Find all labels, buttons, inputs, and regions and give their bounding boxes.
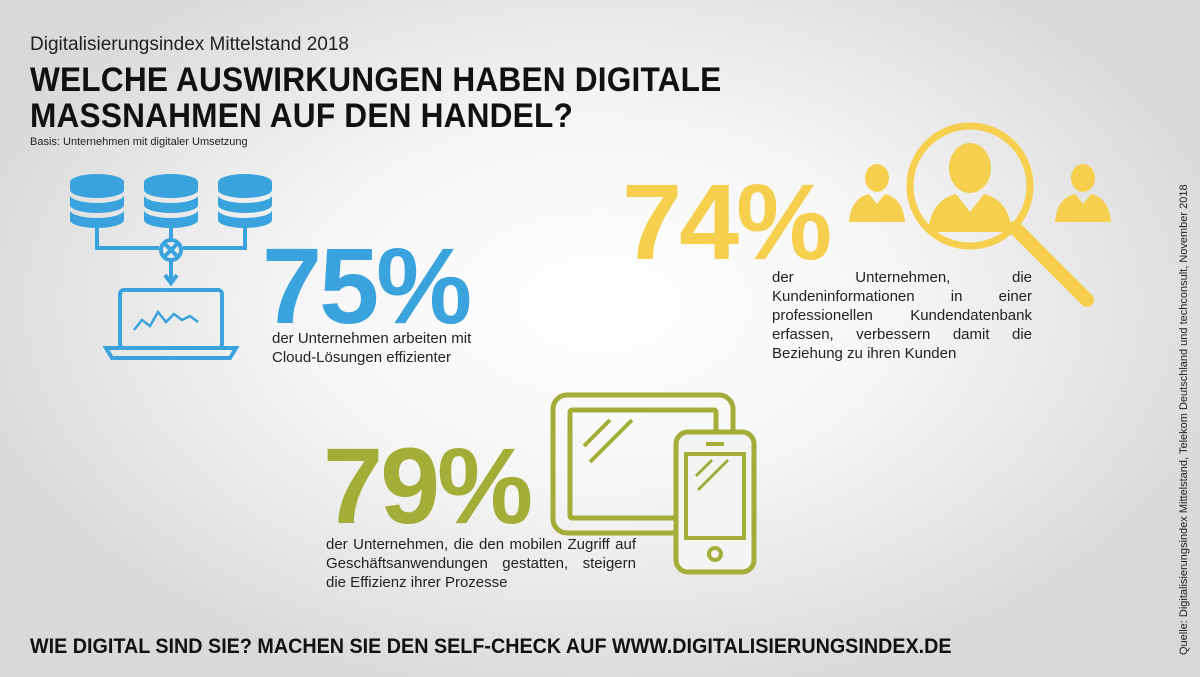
stat-value-cloud: 75% [262,225,472,346]
stat-description-cloud: der Unternehmen arbeiten mit Cloud-Lösun… [272,330,472,366]
customer-search-icon [849,122,1111,307]
tablet-smartphone-icon [550,392,757,575]
infographic-title: WELCHE AUSWIRKUNGEN HABEN DIGITALE MASSN… [30,61,722,135]
stat-value-customer-database: 74% [622,161,832,282]
source-note: Quelle: Digitalisierungsindex Mittelstan… [1178,184,1190,655]
basis-note: Basis: Unternehmen mit digitaler Umsetzu… [30,136,248,148]
cloud-database-laptop-icon [70,174,272,360]
stat-description-mobile-access: der Unternehmen, die den mobilen Zugriff… [326,536,636,591]
self-check-call-to-action: WIE DIGITAL SIND SIE? MACHEN SIE DEN SEL… [30,635,952,658]
stat-value-mobile-access: 79% [323,425,533,546]
infographic-subtitle: Digitalisierungsindex Mittelstand 2018 [30,34,349,55]
stat-description-customer-database: der Unternehmen, die Kundeninformationen… [772,269,1032,362]
